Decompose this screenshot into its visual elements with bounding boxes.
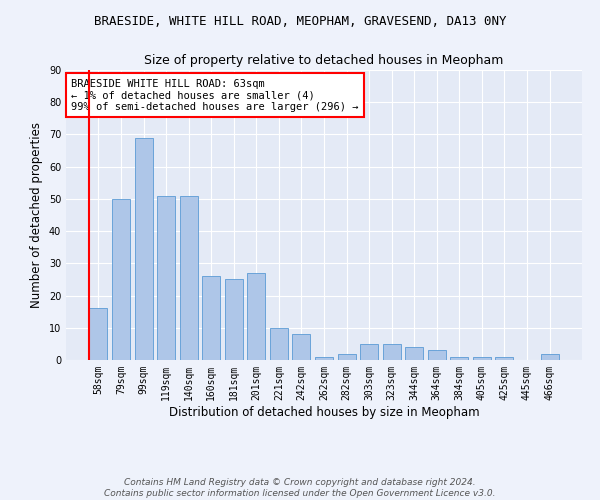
Y-axis label: Number of detached properties: Number of detached properties xyxy=(30,122,43,308)
Bar xyxy=(112,199,130,360)
Title: Size of property relative to detached houses in Meopham: Size of property relative to detached ho… xyxy=(145,54,503,68)
Bar xyxy=(270,328,288,360)
Bar xyxy=(541,354,559,360)
Bar xyxy=(496,357,514,360)
Bar xyxy=(428,350,446,360)
Bar xyxy=(338,354,356,360)
Bar xyxy=(383,344,401,360)
Bar xyxy=(450,357,469,360)
Bar xyxy=(473,357,491,360)
Bar xyxy=(179,196,198,360)
Text: BRAESIDE, WHITE HILL ROAD, MEOPHAM, GRAVESEND, DA13 0NY: BRAESIDE, WHITE HILL ROAD, MEOPHAM, GRAV… xyxy=(94,15,506,28)
Bar xyxy=(225,280,243,360)
Bar xyxy=(247,273,265,360)
Text: BRAESIDE WHITE HILL ROAD: 63sqm
← 1% of detached houses are smaller (4)
99% of s: BRAESIDE WHITE HILL ROAD: 63sqm ← 1% of … xyxy=(71,78,359,112)
Bar xyxy=(134,138,152,360)
Bar xyxy=(405,347,423,360)
Bar xyxy=(315,357,333,360)
Bar xyxy=(157,196,175,360)
Text: Contains HM Land Registry data © Crown copyright and database right 2024.
Contai: Contains HM Land Registry data © Crown c… xyxy=(104,478,496,498)
Bar xyxy=(202,276,220,360)
Bar xyxy=(360,344,378,360)
X-axis label: Distribution of detached houses by size in Meopham: Distribution of detached houses by size … xyxy=(169,406,479,418)
Bar xyxy=(89,308,107,360)
Bar xyxy=(292,334,310,360)
